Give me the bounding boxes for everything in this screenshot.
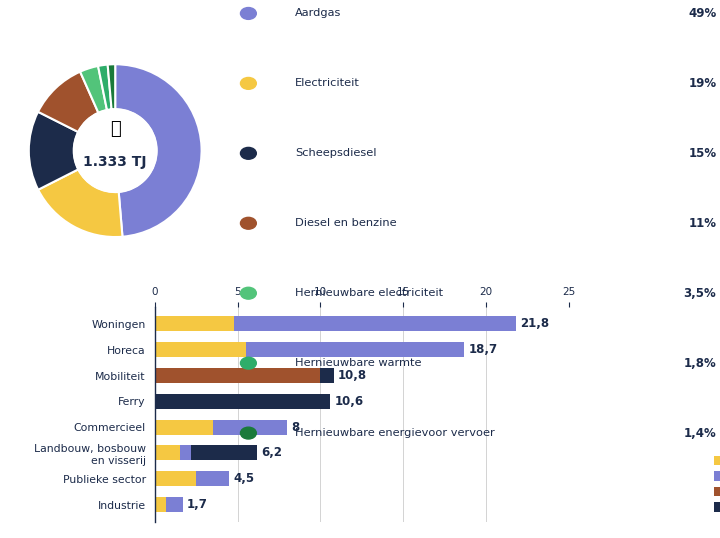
Text: 💡: 💡 (110, 120, 120, 138)
Text: 1.333 TJ: 1.333 TJ (84, 155, 147, 169)
Text: Scheepsdiesel: Scheepsdiesel (295, 148, 377, 158)
Text: 3,5%: 3,5% (684, 287, 716, 300)
Bar (234, 316, 516, 331)
Wedge shape (38, 72, 99, 132)
Text: Electriciteit: Electriciteit (295, 79, 360, 88)
Wedge shape (115, 64, 202, 237)
Bar (155, 471, 196, 486)
Text: Hernieuwbare warmte: Hernieuwbare warmte (295, 358, 422, 368)
Text: 8: 8 (292, 421, 300, 434)
Text: 19%: 19% (688, 77, 716, 90)
Text: 49%: 49% (688, 7, 716, 20)
Bar (213, 420, 287, 435)
Bar (155, 420, 213, 435)
Bar (192, 445, 258, 461)
Wedge shape (108, 64, 115, 109)
Bar (155, 368, 320, 383)
Text: 15%: 15% (688, 147, 716, 160)
Bar (166, 497, 183, 512)
Bar (246, 342, 464, 357)
Bar (155, 316, 234, 331)
Text: 21,8: 21,8 (520, 317, 549, 330)
Text: 1,7: 1,7 (187, 498, 208, 511)
Text: Hernieuwbare energievoor vervoer: Hernieuwbare energievoor vervoer (295, 428, 495, 438)
Text: 18,7: 18,7 (469, 343, 498, 356)
Wedge shape (38, 169, 122, 237)
Bar (155, 445, 180, 461)
Text: 1,4%: 1,4% (684, 427, 716, 440)
Wedge shape (98, 65, 112, 110)
Circle shape (73, 109, 157, 192)
Wedge shape (80, 66, 107, 113)
Bar (320, 368, 333, 383)
Wedge shape (29, 112, 78, 190)
Text: 10,6: 10,6 (335, 395, 364, 408)
Bar (155, 497, 166, 512)
Text: 4,5: 4,5 (233, 472, 255, 485)
Text: 11%: 11% (688, 217, 716, 230)
Text: Diesel en benzine: Diesel en benzine (295, 218, 397, 228)
Text: 10,8: 10,8 (338, 369, 367, 382)
Bar (196, 471, 230, 486)
Bar (180, 445, 192, 461)
Bar (155, 394, 330, 409)
Bar (155, 342, 246, 357)
Legend: Electriciteit, Aardgas, Diesel en benzine, Scheepsdiesel: Electriciteit, Aardgas, Diesel en benzin… (710, 452, 720, 516)
Text: Aardgas: Aardgas (295, 9, 341, 18)
Text: 6,2: 6,2 (261, 447, 283, 459)
Text: 1,8%: 1,8% (684, 357, 716, 370)
Text: Hernieuwbare electriciteit: Hernieuwbare electriciteit (295, 288, 444, 298)
